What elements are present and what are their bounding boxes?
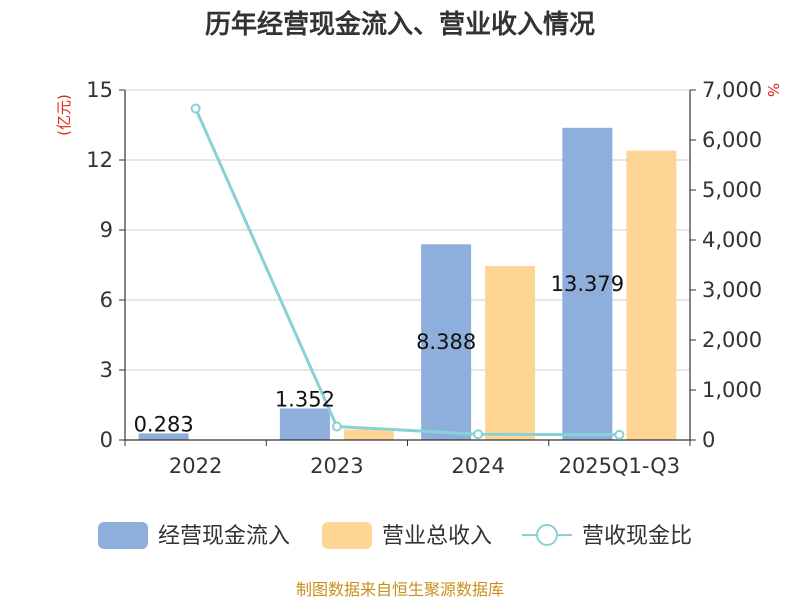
x-tick-label: 2025Q1-Q3 [559, 454, 681, 478]
x-tick-label: 2023 [310, 454, 363, 478]
right-tick-label: 4,000 [702, 228, 762, 252]
revenue-bar [343, 429, 394, 440]
ratio-point [614, 429, 625, 440]
right-tick-label: 1,000 [702, 378, 762, 402]
legend-label: 营业总收入 [382, 524, 492, 549]
revenue-bar [626, 150, 677, 440]
legend-item[interactable]: 营收现金比 [522, 524, 692, 549]
cash-inflow-data-label: 13.379 [551, 272, 624, 296]
ratio-point [473, 429, 484, 440]
right-tick-label: 3,000 [702, 278, 762, 302]
revenue-bar [485, 265, 536, 440]
cash-inflow-data-label: 8.388 [416, 330, 476, 354]
right-tick-label: 2,000 [702, 328, 762, 352]
left-tick-label: 15 [86, 78, 113, 102]
data-labels: 0.283 1.352 8.388 13.379 [134, 272, 625, 436]
chart-title: 历年经营现金流入、营业收入情况 [205, 9, 595, 40]
right-tick-label: 6,000 [702, 128, 762, 152]
ratio-line-path [194, 107, 620, 437]
cash-inflow-bar [138, 433, 189, 440]
legend-label: 营收现金比 [582, 524, 692, 549]
cash-inflow-bar [421, 244, 472, 440]
left-tick-label: 6 [100, 288, 113, 312]
right-tick-label: 5,000 [702, 178, 762, 202]
legend-swatch [322, 522, 372, 549]
ratio-point [190, 103, 201, 114]
left-tick-label: 12 [86, 148, 113, 172]
x-tick-label: 2022 [169, 454, 222, 478]
right-axis-unit: % [764, 83, 782, 97]
ratio-point [331, 421, 342, 432]
right-tick-label: 7,000 [702, 78, 762, 102]
cash-inflow-bar [279, 408, 330, 440]
legend[interactable]: 经营现金流入 营业总收入 营收现金比 [98, 522, 692, 549]
left-tick-label: 0 [100, 428, 113, 452]
right-tick-label: 0 [702, 428, 715, 452]
left-tick-label: 3 [100, 358, 113, 382]
axes: 0 3 6 9 12 15 0 1,000 2,000 3,000 4,000 5,000 6,000 7… [86, 78, 762, 478]
legend-label: 经营现金流入 [158, 524, 290, 549]
legend-item[interactable]: 经营现金流入 [98, 522, 290, 549]
cash-inflow-data-label: 0.283 [134, 412, 194, 436]
legend-swatch [98, 522, 148, 549]
x-tick-label: 2024 [451, 454, 504, 478]
left-axis-unit: (亿元) [55, 94, 73, 136]
source-note: 制图数据来自恒生聚源数据库 [296, 580, 504, 599]
left-tick-label: 9 [100, 218, 113, 242]
cash-inflow-data-label: 1.352 [275, 387, 335, 411]
legend-item[interactable]: 营业总收入 [322, 522, 492, 549]
ratio-line [190, 103, 625, 440]
legend-marker [536, 524, 558, 546]
bars [138, 127, 677, 440]
cash-inflow-bar [562, 127, 613, 440]
